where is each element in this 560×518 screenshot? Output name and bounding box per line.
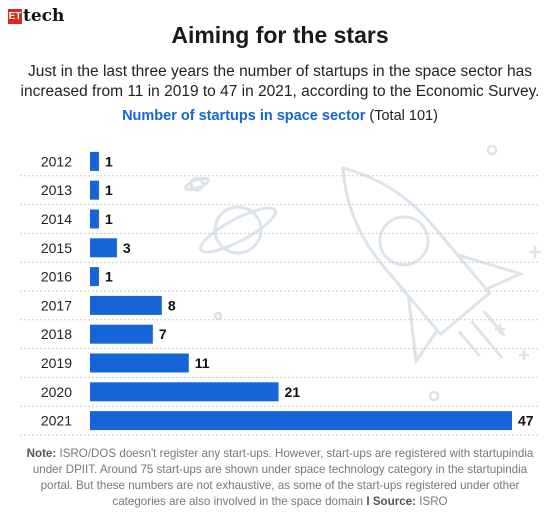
- bar: [90, 151, 99, 171]
- y-tick-label: 2021: [41, 413, 72, 429]
- y-tick-label: 2012: [41, 153, 72, 169]
- bar: [90, 353, 189, 373]
- note-label: Note:: [26, 447, 57, 460]
- y-tick-label: 2019: [41, 355, 72, 371]
- y-tick-label: 2014: [41, 211, 72, 227]
- data-label: 1: [105, 153, 113, 169]
- y-tick-label: 2018: [41, 326, 72, 342]
- chart-heading-total: (Total 101): [369, 108, 438, 124]
- y-tick-label: 2015: [41, 240, 72, 256]
- chart-heading: Number of startups in space sector (Total…: [0, 108, 560, 124]
- logo-badge: ET: [8, 8, 22, 24]
- bar: [90, 295, 162, 315]
- bar: [90, 267, 99, 287]
- source-label: Source:: [372, 495, 416, 508]
- bar: [90, 238, 117, 258]
- data-label: 8: [168, 297, 176, 313]
- bar: [90, 411, 512, 431]
- data-label: 7: [159, 326, 167, 342]
- chart-heading-main: Number of startups in space sector: [122, 108, 366, 124]
- note-text: ISRO/DOS doesn't register any start-ups.…: [32, 447, 534, 508]
- bar: [90, 324, 153, 344]
- chart-title: Aiming for the stars: [171, 22, 389, 48]
- data-label: 11: [195, 355, 210, 371]
- data-label: 47: [518, 413, 534, 429]
- y-tick-label: 2017: [41, 297, 72, 313]
- bar: [90, 382, 279, 402]
- chart-note: Note: ISRO/DOS doesn't register any star…: [20, 446, 540, 510]
- stars-icon: [213, 144, 541, 402]
- et-tech-logo: ET tech: [8, 6, 64, 26]
- source-text: ISRO: [419, 495, 448, 508]
- y-tick-label: 2013: [41, 182, 72, 198]
- y-tick-label: 2016: [41, 269, 72, 285]
- data-label: 1: [105, 182, 113, 198]
- bar: [90, 209, 99, 229]
- bar: [90, 180, 99, 200]
- note-separator: I: [366, 495, 370, 508]
- data-label: 1: [105, 269, 113, 285]
- chart-subtitle: Just in the last three years the number …: [20, 63, 540, 100]
- planet-icon: [199, 205, 277, 255]
- data-label: 3: [123, 240, 131, 256]
- data-label: 1: [105, 211, 113, 227]
- background-illustration: [184, 144, 541, 402]
- rocket-icon: [341, 166, 525, 366]
- logo-name: tech: [23, 6, 65, 26]
- chart-rows: 2012 1 2013 1 2014 1 2015 3 2016 1 2017 8 2018 7 2019 1…: [20, 151, 540, 436]
- y-tick-label: 2020: [41, 384, 72, 400]
- planet-small-icon: [184, 176, 210, 192]
- data-label: 21: [285, 384, 301, 400]
